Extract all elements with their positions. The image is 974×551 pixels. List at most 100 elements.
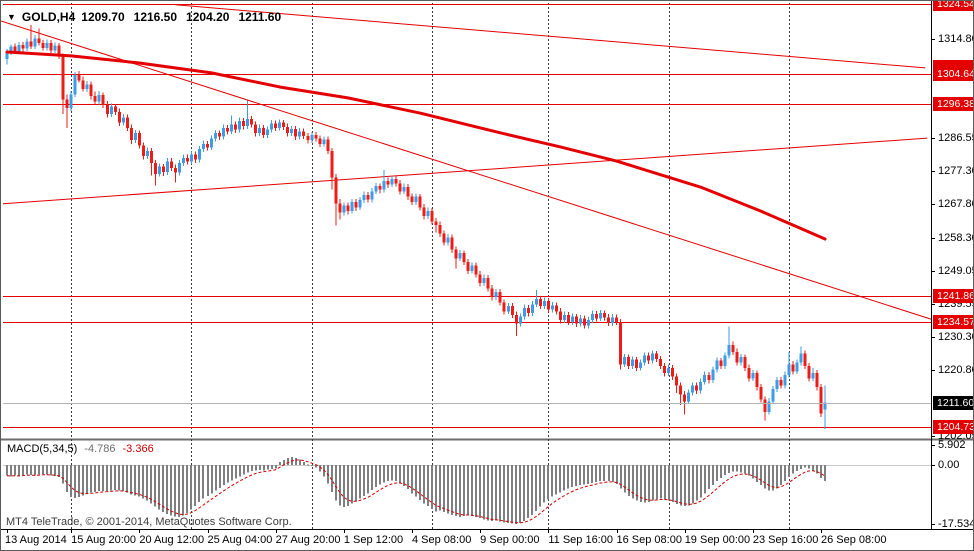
candle-down [554, 305, 558, 312]
candle-down [234, 124, 238, 130]
candle-down [61, 56, 65, 100]
macd-histogram-bar [579, 464, 581, 486]
macd-histogram-bar [359, 464, 361, 499]
macd-histogram-bar [411, 464, 413, 494]
candle-down [77, 74, 81, 81]
macd-histogram-bar [331, 464, 333, 492]
candle-down [450, 237, 454, 250]
candle-up [278, 122, 282, 128]
macd-histogram-bar [38, 464, 40, 475]
chart-title-overlay: ▼ GOLD,H4 1209.70 1216.50 1204.20 1211.6… [7, 10, 281, 24]
price-axis[interactable]: 1314.80 1286.55 1277.30 1267.80 1258.30 1249.… [932, 1, 974, 529]
candle-up [25, 41, 29, 49]
macd-histogram-bar [632, 464, 634, 499]
macd-histogram-bar [134, 464, 136, 496]
macd-histogram-bar [712, 464, 714, 486]
candle-down [683, 394, 687, 402]
macd-histogram-bar [720, 464, 722, 478]
price-tick-label: 1314.80 [938, 32, 974, 45]
candle-down [41, 43, 45, 48]
macd-histogram-bar [660, 464, 662, 499]
low-value: 1204.20 [186, 10, 230, 24]
macd-histogram-bar [439, 464, 441, 511]
candle-up [358, 200, 362, 208]
candle-down [250, 119, 254, 125]
macd-histogram-bar [796, 464, 798, 472]
candle-down [466, 261, 470, 271]
candle-up [767, 401, 771, 412]
candle-up [290, 128, 294, 134]
candle-down [346, 205, 350, 211]
candle-down [117, 112, 121, 123]
macd-histogram-bar [800, 464, 802, 469]
macd-histogram-bar [652, 464, 654, 501]
candle-down [755, 373, 759, 388]
macd-histogram-bar [50, 464, 52, 476]
macd-histogram-bar [507, 464, 509, 523]
macd-histogram-bar [792, 464, 794, 474]
candle-down [137, 133, 141, 146]
candle-up [823, 402, 827, 410]
macd-histogram-bar [231, 464, 233, 481]
macd-histogram-bar [299, 459, 301, 465]
high-value: 1216.50 [133, 10, 178, 24]
macd-histogram-bar [42, 464, 44, 475]
macd-histogram-bar [110, 464, 112, 491]
macd-histogram-bar [595, 464, 597, 482]
trendline-ascending-support[interactable] [2, 137, 928, 205]
candle-up [739, 357, 743, 363]
candle-up [189, 154, 193, 162]
macd-histogram-bar [423, 464, 425, 504]
macd-histogram-bar [403, 464, 405, 486]
macd-histogram-bar [399, 464, 401, 484]
close-value: 1211.60 [238, 10, 282, 24]
macd-histogram-bar [419, 464, 421, 501]
candle-down [619, 321, 623, 365]
macd-histogram-bar [311, 464, 313, 466]
macd-histogram-bar [223, 464, 225, 486]
macd-histogram-bar [375, 464, 377, 487]
candle-up [723, 355, 727, 367]
candle-down [546, 300, 550, 310]
macd-histogram-bar [427, 464, 429, 507]
trendline-descending-steep[interactable] [1, 20, 932, 320]
macd-histogram-bar [74, 464, 76, 498]
macd-histogram-bar [704, 464, 706, 494]
macd-histogram-bar [764, 464, 766, 489]
candle-down [125, 117, 129, 128]
macd-histogram-bar [708, 464, 710, 490]
candle-up [787, 364, 791, 375]
macd-histogram-bar [475, 464, 477, 517]
macd-histogram-bar [620, 464, 622, 489]
candle-up [201, 143, 205, 150]
candle-down [254, 124, 258, 134]
trendline-descending-shallow[interactable] [175, 4, 926, 69]
macd-histogram-bar [435, 464, 437, 512]
candle-up [715, 360, 719, 370]
candle-down [334, 177, 338, 204]
candle-up [570, 316, 574, 322]
macd-histogram-bar [371, 464, 373, 491]
macd-histogram-bar [62, 464, 64, 484]
macd-histogram-bar [251, 464, 253, 472]
macd-histogram-bar [391, 464, 393, 481]
candle-down [185, 157, 189, 162]
candle-up [85, 84, 89, 90]
moving-average-line[interactable] [5, 50, 827, 241]
symbol-period-label: GOLD,H4 [21, 10, 76, 24]
macd-histogram-bar [271, 464, 273, 469]
macd-histogram-bar [656, 464, 658, 500]
candle-down [193, 154, 197, 160]
macd-histogram-bar [114, 464, 116, 491]
candle-up [197, 149, 201, 160]
candle-down [655, 353, 659, 359]
price-tick-label: 1249.05 [938, 264, 974, 277]
candle-down [803, 353, 807, 367]
candle-down [398, 183, 402, 192]
macd-histogram-bar [467, 464, 469, 516]
macd-histogram-bar [768, 464, 770, 491]
symbol-dropdown-icon[interactable]: ▼ [7, 12, 16, 22]
time-axis[interactable]: 13 Aug 2014 15 Aug 20:00 20 Aug 12:00 25 Au… [1, 530, 973, 550]
candle-down [558, 311, 562, 321]
